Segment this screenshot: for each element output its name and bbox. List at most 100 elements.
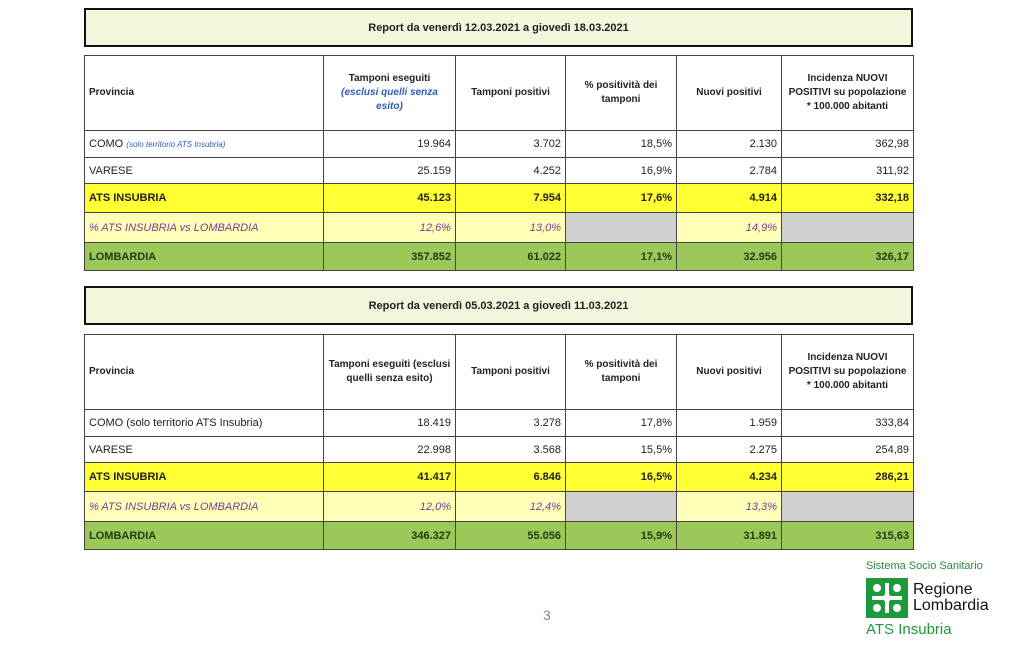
header-text: Provincia [89, 87, 135, 98]
table-cell: 4.252 [455, 157, 566, 184]
data-row: COMO (solo territorio ATS Insubria) 19.96… [84, 130, 914, 158]
table-cell: 311,92 [781, 157, 914, 184]
page-number: 3 [543, 607, 551, 623]
table-cell: ATS INSUBRIA [84, 462, 324, 492]
table-cell: 12,6% [323, 212, 456, 243]
table-cell [781, 212, 914, 243]
header-row: Provincia Tamponi eseguiti (esclusi quelli… [84, 55, 914, 131]
table-cell: 4.914 [676, 183, 782, 213]
data-row: LOMBARDIA 357.852 61.022 17,1% 32.956 326,17 [84, 242, 914, 271]
table-cell: 6.846 [455, 462, 566, 492]
table-cell: 31.891 [676, 521, 782, 550]
report-title: Report da venerdì 12.03.2021 a giovedì 1… [84, 8, 913, 47]
table-cell: 18.419 [323, 409, 456, 437]
table-cell: 14,9% [676, 212, 782, 243]
data-row: COMO (solo territorio ATS Insubria) 18.41… [84, 409, 914, 437]
table-cell: 3.702 [455, 130, 566, 158]
header-text: Tamponi positivi [471, 87, 550, 98]
data-row: ATS INSUBRIA 45.123 7.954 17,6% 4.914 332,18 [84, 183, 914, 213]
table-cell: 18,5% [565, 130, 677, 158]
table-cell: 13,0% [455, 212, 566, 243]
table-cell: 61.022 [455, 242, 566, 271]
data-row: % ATS INSUBRIA vs LOMBARDIA 12,6% 13,0% 14,… [84, 212, 914, 243]
header-text: Incidenza NUOVI POSITIVI su popolazione … [788, 73, 907, 112]
header-cell: Nuovi positivi [676, 334, 782, 410]
table-cell: LOMBARDIA [84, 521, 324, 550]
data-row: ATS INSUBRIA 41.417 6.846 16,5% 4.234 286,21 [84, 462, 914, 492]
table-cell: COMO (solo territorio ATS Insubria) [84, 409, 324, 437]
table-cell: 17,1% [565, 242, 677, 271]
header-cell: Provincia [84, 334, 324, 410]
logo-region-1: Regione [913, 581, 973, 598]
header-text: Incidenza NUOVI POSITIVI su popolazione … [788, 352, 907, 391]
header-cell: Nuovi positivi [676, 55, 782, 131]
table-cell: 315,63 [781, 521, 914, 550]
data-row: LOMBARDIA 346.327 55.056 15,9% 31.891 315,63 [84, 521, 914, 550]
report-title-text: Report da venerdì 12.03.2021 a giovedì 1… [368, 21, 629, 34]
table-cell: VARESE [84, 157, 324, 184]
table-cell: 357.852 [323, 242, 456, 271]
header-cell: % positività dei tamponi [565, 55, 677, 131]
table-cell: 3.568 [455, 436, 566, 463]
header-note: (esclusi quelli senza esito) [341, 87, 438, 112]
table-cell: 17,6% [565, 183, 677, 213]
table-cell: 3.278 [455, 409, 566, 437]
table-cell: 333,84 [781, 409, 914, 437]
table-cell: 362,98 [781, 130, 914, 158]
header-text: Provincia [89, 366, 135, 377]
table-cell: 12,0% [323, 491, 456, 522]
table-cell: 346.327 [323, 521, 456, 550]
report-table: Provincia Tamponi eseguiti (esclusi quelli… [84, 55, 914, 271]
logo-region-2: Lombardia [913, 597, 989, 614]
table-cell: 22.998 [323, 436, 456, 463]
table-cell: 17,8% [565, 409, 677, 437]
table-cell: 32.956 [676, 242, 782, 271]
table-cell: 332,18 [781, 183, 914, 213]
table-cell: 45.123 [323, 183, 456, 213]
header-cell: % positività dei tamponi [565, 334, 677, 410]
header-cell: Incidenza NUOVI POSITIVI su popolazione … [781, 55, 914, 131]
header-text: % positività dei tamponi [584, 359, 658, 384]
header-text: Nuovi positivi [696, 366, 762, 377]
table-cell: 2.130 [676, 130, 782, 158]
table-cell: LOMBARDIA [84, 242, 324, 271]
table-cell: 326,17 [781, 242, 914, 271]
table-cell [781, 491, 914, 522]
cell-note: (solo territorio ATS Insubria) [126, 140, 226, 149]
data-row: VARESE 25.159 4.252 16,9% 2.784 311,92 [84, 157, 914, 184]
logo-icon [866, 578, 908, 618]
table-cell: ATS INSUBRIA [84, 183, 324, 213]
table-cell: 41.417 [323, 462, 456, 492]
cell-text: COMO [89, 138, 124, 150]
table-cell: 7.954 [455, 183, 566, 213]
table-cell: 4.234 [676, 462, 782, 492]
table-cell: 15,5% [565, 436, 677, 463]
header-text: Tamponi eseguiti (esclusi quelli senza e… [328, 359, 451, 384]
header-text: % positività dei tamponi [584, 80, 658, 105]
table-cell: 1.959 [676, 409, 782, 437]
table-cell: 15,9% [565, 521, 677, 550]
header-cell: Tamponi eseguiti (esclusi quelli senza es… [323, 55, 456, 131]
header-cell: Provincia [84, 55, 324, 131]
table-cell: VARESE [84, 436, 324, 463]
table-cell: 12,4% [455, 491, 566, 522]
table-cell: 25.159 [323, 157, 456, 184]
table-cell: 16,9% [565, 157, 677, 184]
header-cell: Tamponi eseguiti (esclusi quelli senza e… [323, 334, 456, 410]
report-title-text: Report da venerdì 05.03.2021 a giovedì 1… [368, 299, 629, 312]
header-cell: Tamponi positivi [455, 55, 566, 131]
table-cell: 286,21 [781, 462, 914, 492]
table-cell: 13,3% [676, 491, 782, 522]
table-cell [565, 491, 677, 522]
table-cell: % ATS INSUBRIA vs LOMBARDIA [84, 491, 324, 522]
header-cell: Tamponi positivi [455, 334, 566, 410]
header-cell: Incidenza NUOVI POSITIVI su popolazione … [781, 334, 914, 410]
table-cell: % ATS INSUBRIA vs LOMBARDIA [84, 212, 324, 243]
table-cell: 254,89 [781, 436, 914, 463]
data-row: % ATS INSUBRIA vs LOMBARDIA 12,0% 12,4% 13,… [84, 491, 914, 522]
data-row: VARESE 22.998 3.568 15,5% 2.275 254,89 [84, 436, 914, 463]
header-text: Tamponi positivi [471, 366, 550, 377]
report-table: Provincia Tamponi eseguiti (esclusi quell… [84, 334, 914, 550]
logo-system: Sistema Socio Sanitario [866, 560, 983, 572]
header-text: Tamponi eseguiti [348, 73, 431, 84]
